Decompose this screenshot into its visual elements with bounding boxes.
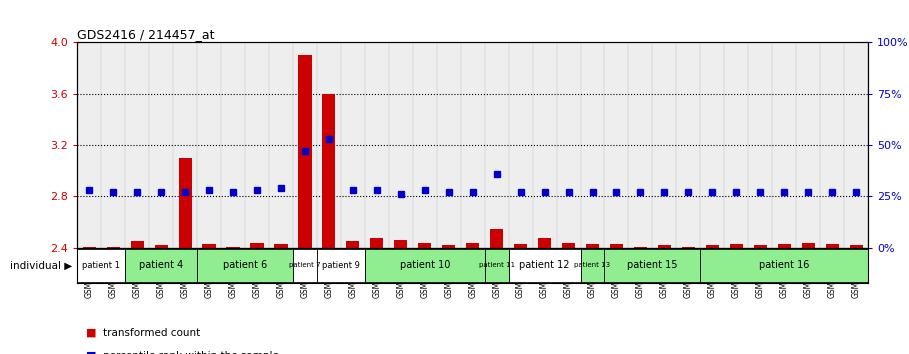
Text: patient 1: patient 1 (83, 261, 120, 270)
Bar (395, 240, 407, 248)
Text: ■: ■ (86, 351, 97, 354)
Bar (634, 246, 647, 248)
Bar (197, 249, 293, 282)
Text: individual ▶: individual ▶ (11, 261, 73, 270)
Text: patient 15: patient 15 (627, 261, 678, 270)
Bar (700, 249, 868, 282)
Bar (77, 249, 125, 282)
Bar (850, 245, 863, 248)
Text: patient 7: patient 7 (289, 263, 321, 268)
Bar (610, 244, 623, 248)
Bar (83, 246, 95, 248)
Bar (538, 238, 551, 248)
Bar (802, 243, 814, 248)
Bar (777, 244, 791, 248)
Bar (203, 244, 215, 248)
Text: ■: ■ (86, 328, 97, 338)
Bar (604, 249, 700, 282)
Text: patient 4: patient 4 (139, 261, 184, 270)
Bar (178, 158, 192, 248)
Bar (131, 241, 144, 248)
Text: transformed count: transformed count (103, 328, 200, 338)
Bar (275, 244, 287, 248)
Bar (466, 243, 479, 248)
Text: patient 13: patient 13 (574, 263, 611, 268)
Bar (705, 245, 719, 248)
Text: patient 16: patient 16 (759, 261, 809, 270)
Bar (484, 249, 509, 282)
Text: patient 10: patient 10 (400, 261, 450, 270)
Text: GDS2416 / 214457_at: GDS2416 / 214457_at (77, 28, 215, 41)
Bar (825, 244, 839, 248)
Text: patient 11: patient 11 (478, 263, 514, 268)
Text: percentile rank within the sample: percentile rank within the sample (103, 351, 278, 354)
Bar (509, 249, 581, 282)
Bar (106, 246, 120, 248)
Bar (226, 246, 240, 248)
Bar (730, 244, 743, 248)
Bar (125, 249, 197, 282)
Text: patient 6: patient 6 (223, 261, 267, 270)
Bar (418, 243, 432, 248)
Bar (155, 245, 168, 248)
Bar (562, 243, 575, 248)
Bar (490, 229, 504, 248)
Bar (250, 243, 264, 248)
Bar (586, 244, 599, 248)
Bar (365, 249, 484, 282)
Bar (298, 55, 312, 248)
Bar (317, 249, 365, 282)
Bar (346, 241, 359, 248)
Bar (514, 244, 527, 248)
Bar (581, 249, 604, 282)
Bar (682, 246, 695, 248)
Text: patient 12: patient 12 (519, 261, 570, 270)
Text: patient 9: patient 9 (322, 261, 360, 270)
Bar (323, 94, 335, 248)
Bar (442, 245, 455, 248)
Bar (658, 245, 671, 248)
Bar (370, 238, 384, 248)
Bar (754, 245, 767, 248)
Bar (293, 249, 317, 282)
